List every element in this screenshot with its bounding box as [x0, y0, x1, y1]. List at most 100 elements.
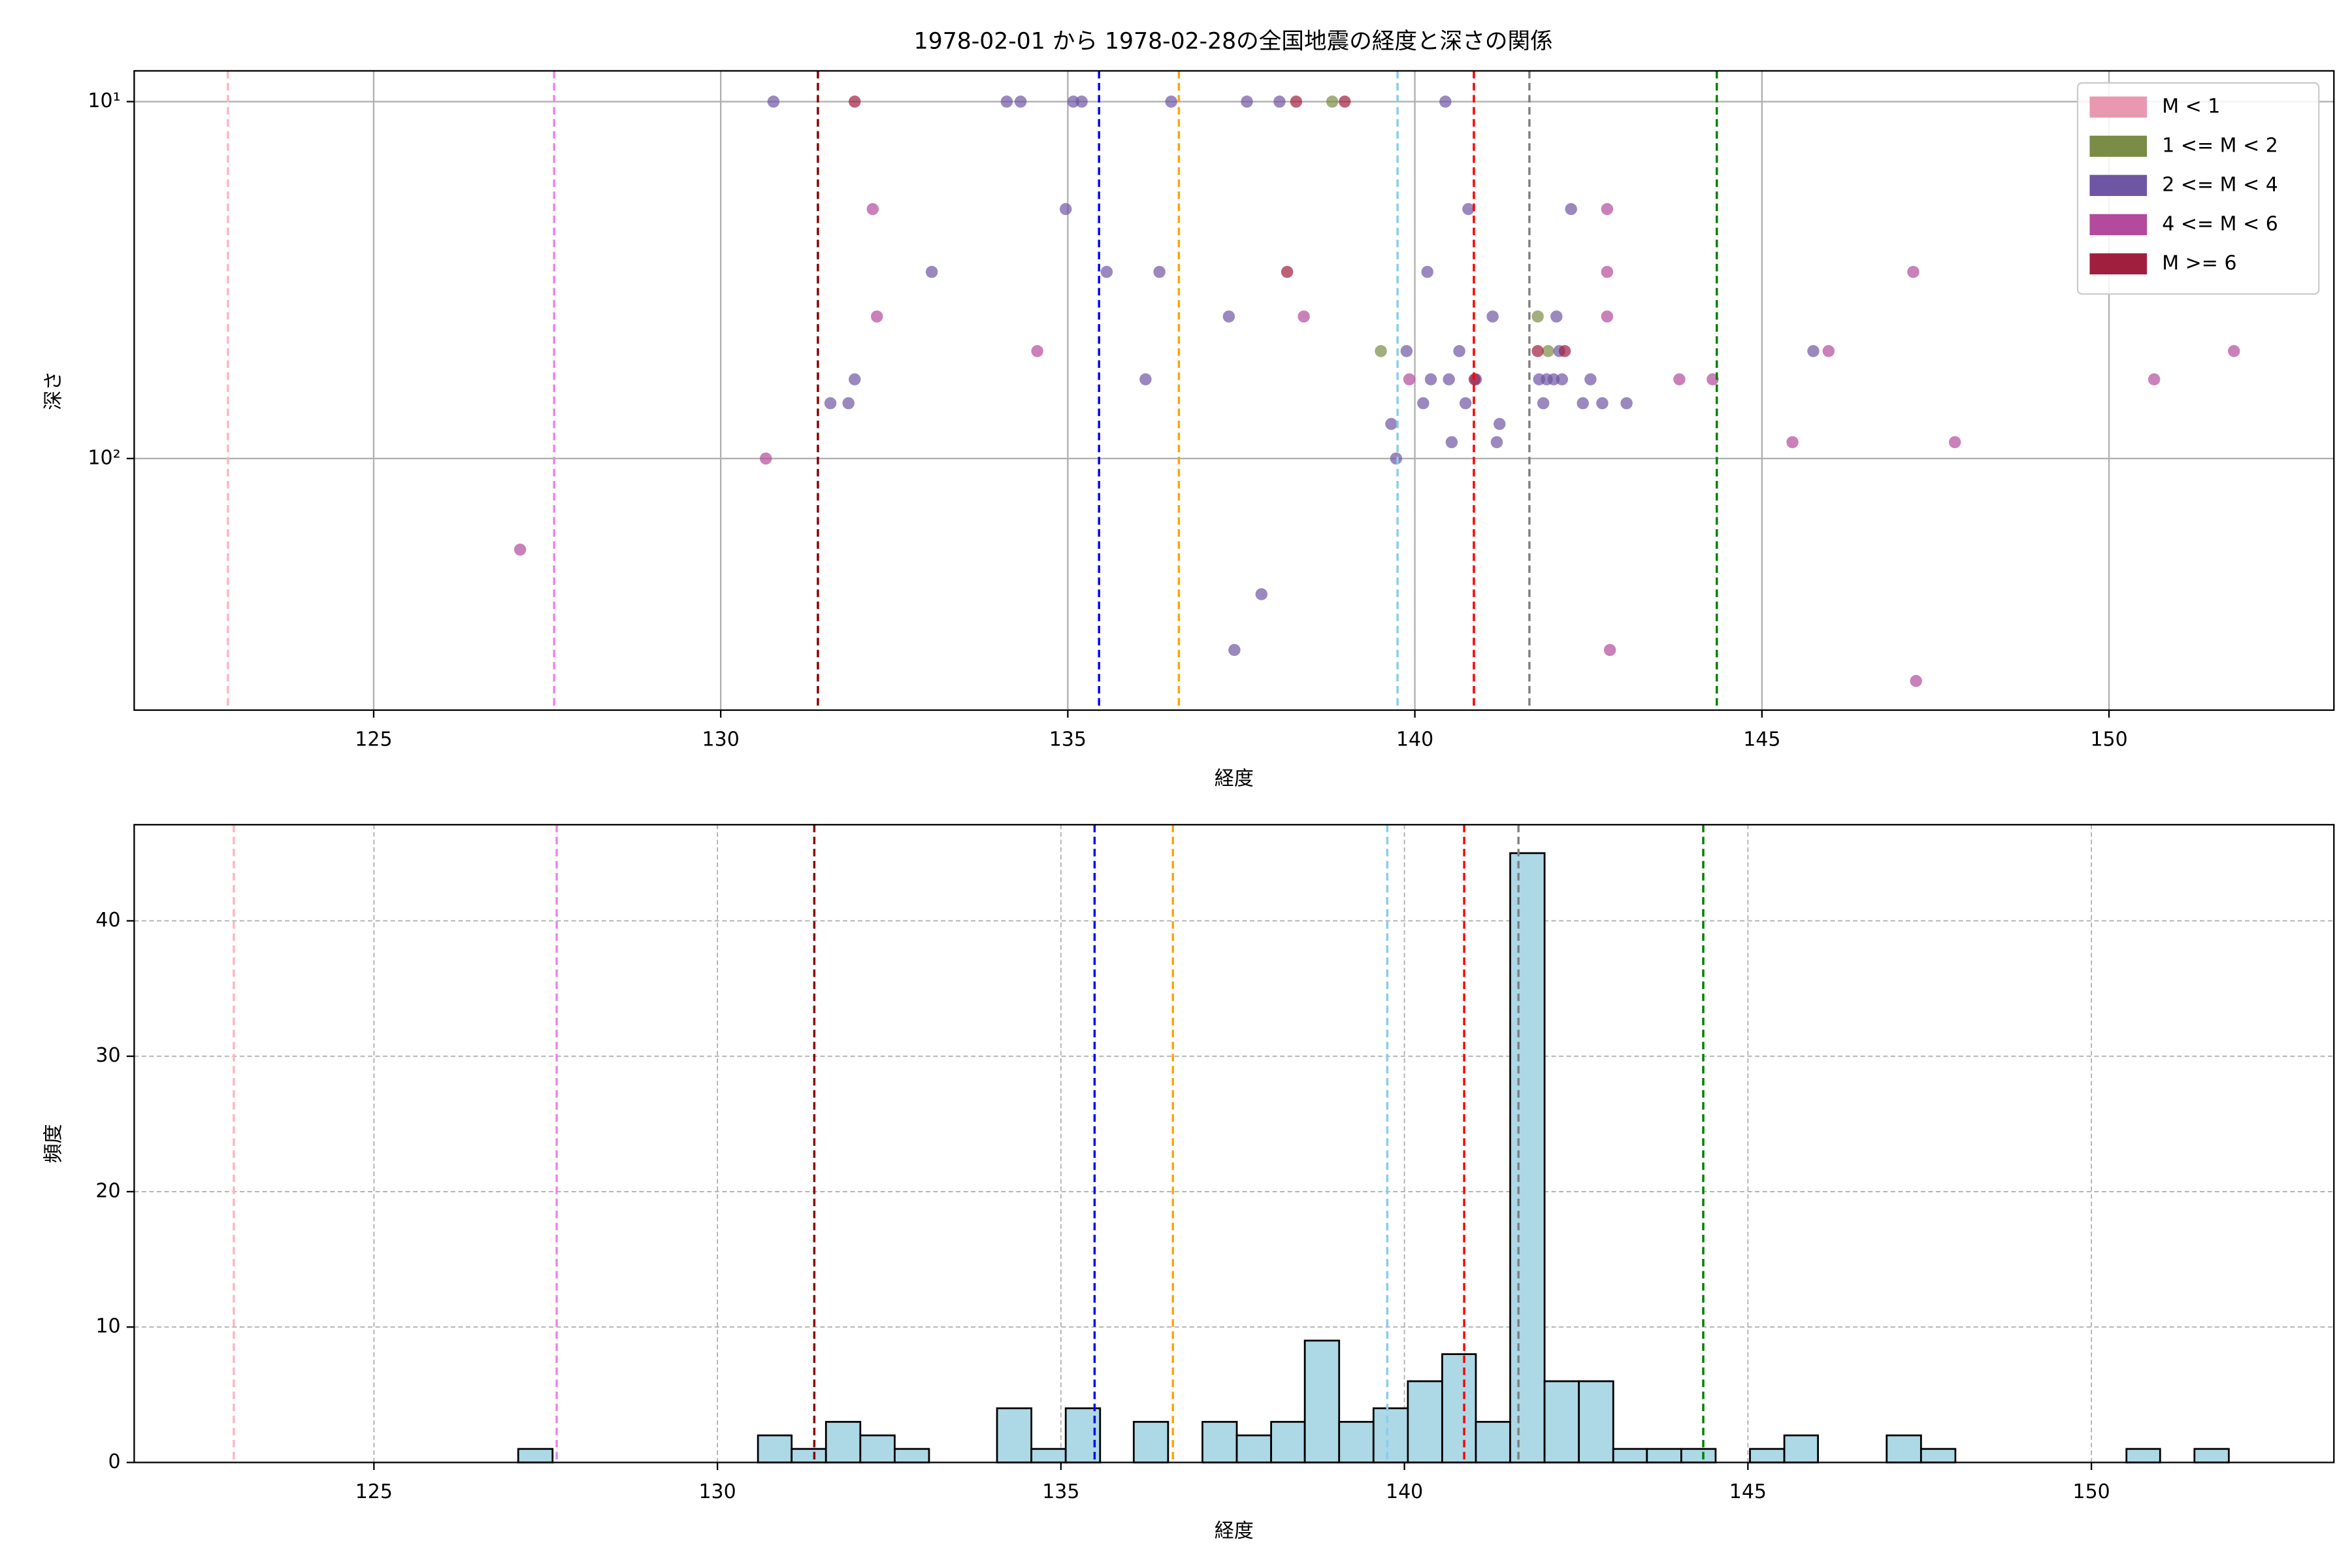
point — [1596, 397, 1609, 410]
point — [1707, 373, 1719, 385]
bar — [1407, 1380, 1443, 1463]
point — [1486, 310, 1499, 323]
bar — [1201, 1420, 1238, 1463]
point — [1542, 345, 1554, 357]
point — [1421, 265, 1433, 278]
point — [870, 310, 883, 323]
point — [1075, 95, 1088, 108]
plot-frame — [133, 70, 2335, 711]
point — [1550, 310, 1563, 323]
point — [2228, 345, 2240, 357]
point — [848, 95, 861, 108]
point — [1326, 95, 1339, 108]
x-axis-label: 経度 — [1215, 1520, 1254, 1543]
point — [1339, 95, 1351, 108]
plot-frame — [133, 824, 2335, 1463]
point — [1948, 436, 1961, 449]
legend-label: M < 1 — [2162, 95, 2220, 118]
x-tick-label: 130 — [702, 728, 740, 751]
legend-swatch — [2089, 253, 2148, 274]
point — [1584, 373, 1597, 385]
point — [1417, 397, 1429, 410]
point — [1153, 265, 1166, 278]
point — [1462, 203, 1475, 216]
legend-label: M >= 6 — [2162, 252, 2236, 274]
chart-title: 1978-02-01 から 1978-02-28の全国地震の経度と深さの関係 — [914, 29, 1553, 55]
point — [1400, 345, 1413, 357]
x-tick-label: 145 — [1729, 1480, 1767, 1503]
legend-label: 2 <= M < 4 — [2162, 173, 2278, 196]
point — [925, 265, 938, 278]
point — [1014, 95, 1027, 108]
bar — [1132, 1420, 1169, 1463]
x-tick-label: 140 — [1386, 1480, 1423, 1503]
point — [1067, 95, 1080, 108]
point — [1673, 373, 1686, 385]
legend-swatch — [2089, 214, 2148, 235]
point — [1298, 310, 1310, 323]
point — [1822, 345, 1835, 357]
legend-swatch — [2089, 174, 2148, 196]
point — [1375, 345, 1387, 357]
point — [514, 544, 527, 556]
point — [1031, 345, 1043, 357]
bar — [1680, 1448, 1717, 1463]
x-tick-label: 150 — [2072, 1480, 2110, 1503]
bar — [1612, 1448, 1648, 1463]
bar — [825, 1420, 862, 1463]
point — [1558, 345, 1571, 357]
point — [1910, 675, 1922, 687]
bar — [791, 1448, 827, 1463]
point — [1165, 95, 1177, 108]
x-tick-label: 130 — [698, 1480, 736, 1503]
x-tick-label: 125 — [355, 1480, 393, 1503]
point — [1273, 95, 1286, 108]
point — [1424, 373, 1437, 385]
bar — [1509, 852, 1546, 1463]
point — [1601, 310, 1614, 323]
bar — [1030, 1448, 1067, 1463]
bar — [1919, 1448, 1957, 1463]
y-axis-label: 頻度 — [42, 1124, 65, 1163]
point — [1000, 95, 1013, 108]
point — [1620, 397, 1633, 410]
x-tick-label: 140 — [1396, 728, 1433, 751]
x-axis-label: 経度 — [1215, 768, 1254, 791]
y-tick-label: 40 — [95, 909, 120, 932]
point — [848, 373, 861, 385]
point — [1556, 373, 1569, 385]
point — [1445, 436, 1458, 449]
point — [1290, 95, 1303, 108]
bar — [2193, 1448, 2230, 1463]
bar — [1886, 1434, 1922, 1463]
point — [1531, 310, 1544, 323]
point — [1139, 373, 1152, 385]
y-tick-label: 20 — [95, 1179, 120, 1202]
point — [1453, 345, 1465, 357]
point — [1443, 373, 1455, 385]
bar — [996, 1407, 1033, 1463]
legend-swatch — [2089, 135, 2148, 157]
bar — [1303, 1339, 1341, 1463]
point — [1531, 345, 1544, 357]
y-tick-label: 0 — [108, 1450, 121, 1473]
y-tick-label: 10¹ — [88, 90, 120, 112]
point — [1576, 397, 1589, 410]
point — [1547, 373, 1560, 385]
bar — [1543, 1380, 1580, 1463]
point — [1255, 588, 1268, 600]
legend-label: 4 <= M < 6 — [2162, 212, 2278, 235]
point — [1565, 203, 1577, 216]
y-axis-label: 深さ — [42, 371, 65, 410]
bar — [1749, 1448, 1786, 1463]
point — [1907, 265, 1919, 278]
bar — [1578, 1380, 1614, 1463]
x-tick-label: 135 — [1049, 728, 1086, 751]
point — [1603, 644, 1616, 657]
y-tick-label: 10² — [88, 446, 120, 469]
bar — [1475, 1420, 1511, 1463]
y-tick-label: 30 — [95, 1044, 120, 1067]
point — [1222, 310, 1235, 323]
point — [1059, 203, 1072, 216]
point — [824, 397, 837, 410]
